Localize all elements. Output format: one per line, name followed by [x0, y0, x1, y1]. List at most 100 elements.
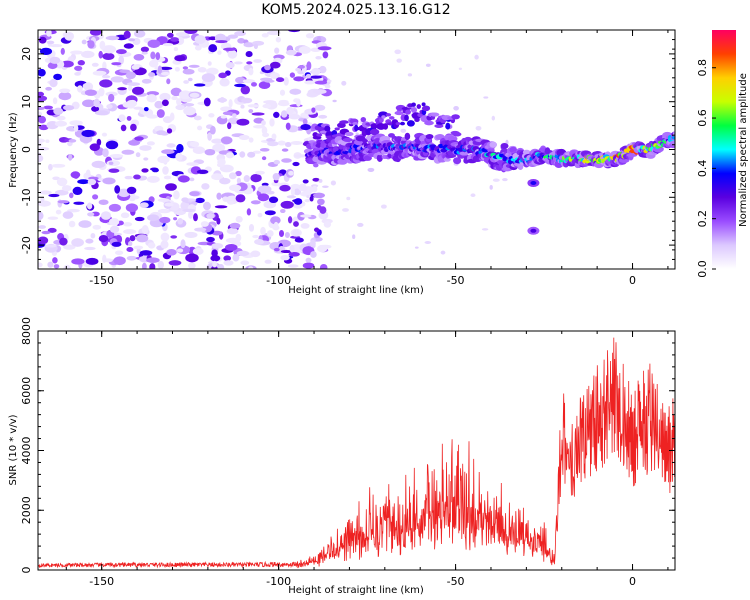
- heatmap-cell: [146, 257, 160, 263]
- snr-xlabel: Height of straight line (km): [288, 585, 424, 596]
- heatmap-cell: [77, 85, 83, 93]
- colorbar-tick-label: 0.2: [696, 210, 709, 228]
- heatmap-cell: [273, 159, 281, 165]
- heatmap-cell: [38, 124, 49, 131]
- heatmap-cell: [159, 208, 168, 213]
- y-tick-label: 6000: [20, 377, 33, 405]
- heatmap-cell: [293, 76, 305, 82]
- heatmap-cell: [85, 257, 99, 265]
- y-tick-label: 0: [20, 146, 33, 153]
- heatmap-cell: [248, 109, 254, 114]
- x-tick-label: -50: [447, 575, 465, 588]
- heatmap-cell: [261, 182, 269, 187]
- heatmap-cell: [261, 33, 269, 38]
- heatmap-cell: [247, 151, 256, 158]
- heatmap-cell: [273, 247, 280, 252]
- heatmap-cell: [211, 173, 224, 181]
- x-tick-label: -150: [89, 575, 114, 588]
- heatmap-cell: [147, 39, 161, 49]
- heatmap-cell: [227, 49, 238, 59]
- heatmap-cell: [272, 172, 280, 181]
- heatmap-cell: [434, 123, 444, 129]
- heatmap-cell: [143, 106, 149, 112]
- heatmap-cell: [470, 193, 476, 197]
- heatmap-cell: [223, 255, 232, 262]
- heatmap-cell: [424, 241, 432, 244]
- snr-series-line: [38, 337, 675, 569]
- heatmap-cell: [56, 115, 66, 121]
- heatmap-cell: [111, 241, 122, 247]
- heatmap-cell: [128, 85, 133, 91]
- heatmap-cell: [288, 30, 301, 33]
- heatmap-cell: [55, 189, 69, 196]
- heatmap-cell: [117, 87, 127, 91]
- heatmap-cell: [92, 70, 107, 76]
- heatmap-cell: [261, 156, 267, 161]
- heatmap-cell: [192, 146, 206, 155]
- heatmap-cell: [91, 105, 100, 112]
- heatmap-cell: [254, 239, 265, 245]
- heatmap-cell: [269, 118, 275, 127]
- heatmap-cell: [139, 145, 152, 151]
- heatmap-cell: [128, 241, 133, 247]
- heatmap-cell: [270, 216, 281, 225]
- heatmap-cell: [205, 81, 213, 86]
- colorbar: 0.0 0.2 0.4 0.6 0.8 Normalized spectral ampl…: [696, 30, 749, 278]
- heatmap-cell: [166, 78, 171, 85]
- heatmap-cell: [342, 208, 349, 212]
- heatmap-cell: [143, 157, 149, 161]
- heatmap-cell: [312, 185, 318, 193]
- heatmap-cell: [300, 214, 312, 218]
- heatmap-cell: [114, 185, 121, 194]
- heatmap-cell: [68, 154, 73, 161]
- heatmap-cell: [277, 140, 286, 146]
- heatmap-cell: [214, 205, 228, 209]
- heatmap-cell: [458, 67, 463, 71]
- heatmap-cell: [310, 251, 317, 258]
- heatmap-cell: [58, 91, 72, 101]
- heatmap-cell: [242, 79, 256, 84]
- heatmap-cell: [177, 218, 184, 225]
- heatmap-cell: [38, 147, 50, 151]
- heatmap-cell: [284, 142, 292, 148]
- heatmap-cell: [489, 141, 497, 148]
- heatmap-cell: [314, 80, 328, 85]
- heatmap-cell: [243, 175, 250, 183]
- heatmap-cell: [98, 87, 105, 97]
- heatmap-cell: [101, 75, 111, 79]
- heatmap-cell: [215, 40, 228, 44]
- heatmap-cell: [407, 73, 413, 77]
- heatmap-cell: [324, 125, 331, 132]
- heatmap-cell: [360, 116, 367, 123]
- heatmap-cell: [227, 200, 234, 205]
- heatmap-cell: [259, 147, 270, 152]
- heatmap-cell: [120, 212, 130, 219]
- heatmap-cell: [52, 257, 58, 264]
- heatmap-cell: [161, 99, 169, 107]
- heatmap-cell: [128, 99, 138, 107]
- heatmap-cell: [89, 143, 100, 152]
- heatmap-cell: [170, 37, 179, 42]
- heatmap-cell: [252, 234, 259, 239]
- y-tick-label: 8000: [20, 317, 33, 345]
- heatmap-cell: [342, 137, 353, 142]
- heatmap-cell: [146, 114, 159, 119]
- heatmap-cell: [174, 66, 180, 72]
- heatmap-cell: [317, 198, 325, 206]
- heatmap-cell: [352, 121, 359, 126]
- heatmap-cell: [274, 47, 280, 54]
- heatmap-cell: [445, 122, 451, 130]
- heatmap-cell: [203, 97, 211, 107]
- heatmap-cell: [193, 115, 202, 121]
- heatmap-cell: [400, 128, 407, 133]
- heatmap-cell: [71, 238, 84, 247]
- heatmap-cell: [262, 103, 272, 109]
- heatmap-cell: [302, 179, 309, 184]
- heatmap-cell: [170, 87, 182, 97]
- heatmap-cell: [154, 100, 164, 109]
- heatmap-cell: [141, 262, 147, 269]
- heatmap-cell: [149, 263, 156, 269]
- heatmap-cell: [287, 264, 299, 268]
- heatmap-cell: [286, 195, 297, 199]
- heatmap-cell: [288, 113, 301, 120]
